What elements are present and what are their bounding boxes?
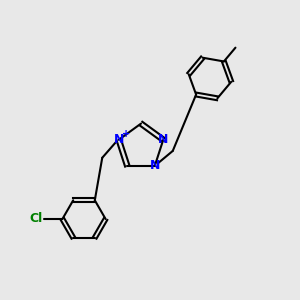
Text: N: N [114, 133, 124, 146]
Text: N: N [150, 159, 160, 172]
Text: Cl: Cl [30, 212, 43, 226]
Text: N: N [158, 133, 168, 146]
Text: +: + [122, 129, 130, 139]
